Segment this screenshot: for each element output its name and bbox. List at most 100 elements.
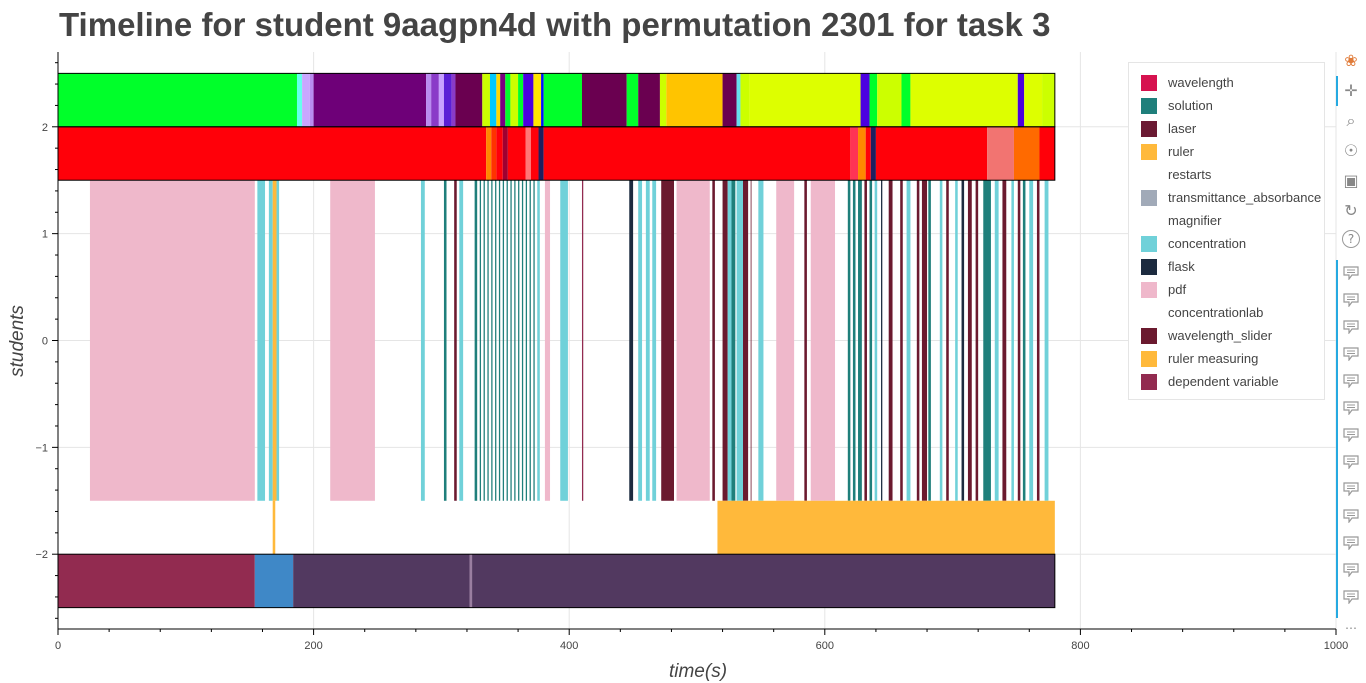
legend-item[interactable]: ruler measuring [1129, 347, 1324, 370]
timeline-segment [510, 180, 512, 501]
legend-item[interactable]: dependent variable [1129, 370, 1324, 393]
timeline-segment [533, 180, 535, 501]
timeline-segment [888, 180, 893, 501]
y-tick-label: −1 [35, 442, 48, 454]
reset-icon[interactable]: ↻ [1344, 201, 1358, 220]
timeline-segment [537, 180, 540, 501]
hover-tool-icon[interactable] [1343, 590, 1359, 605]
timeline-segment [420, 180, 425, 501]
help-icon[interactable]: ? [1342, 230, 1360, 248]
timeline-segment [529, 180, 531, 501]
timeline-segment [987, 126, 1014, 181]
hover-tool-icon[interactable] [1343, 482, 1359, 497]
hover-tool-icon[interactable] [1343, 455, 1359, 470]
timeline-segment [491, 126, 497, 181]
hover-tool-icon[interactable] [1343, 428, 1359, 443]
legend-item[interactable]: transmittance_absorbance [1129, 186, 1324, 209]
timeline-segment [961, 180, 965, 501]
hover-tools-indicator [1336, 260, 1338, 618]
timeline-segment [500, 73, 506, 127]
box-zoom-icon[interactable]: ⌕ [1346, 111, 1356, 130]
timeline-segment [743, 180, 749, 501]
timeline-segment [455, 73, 483, 127]
timeline-segment [638, 73, 660, 127]
timeline-segment [652, 180, 657, 501]
timeline-segment [921, 180, 928, 501]
hover-tool-icon[interactable] [1343, 401, 1359, 416]
legend-item[interactable]: concentration [1129, 232, 1324, 255]
legend-item[interactable]: solution [1129, 94, 1324, 117]
timeline-segment [916, 180, 920, 501]
timeline-segment [293, 554, 470, 608]
active-tool-indicator [1336, 76, 1338, 106]
timeline-segment [666, 73, 723, 127]
timeline-segment [864, 180, 867, 501]
timeline-segment [581, 180, 584, 501]
timeline-segment [804, 180, 807, 501]
timeline-segment [975, 180, 979, 501]
timeline-segment [487, 180, 489, 501]
timeline-segment [736, 73, 741, 127]
toolbar: ❀ ✛ ⌕ ☉ ▣ ↻? … [1336, 48, 1366, 683]
timeline-segment [712, 180, 715, 501]
timeline-segment [543, 73, 582, 127]
x-tick-label: 200 [304, 640, 322, 652]
timeline-segment [994, 180, 999, 501]
wheel-zoom-icon[interactable]: ☉ [1343, 141, 1359, 160]
legend-swatch [1141, 97, 1157, 114]
hover-tool-icon[interactable] [1343, 374, 1359, 389]
hover-tool-icon[interactable] [1343, 320, 1359, 335]
legend-item[interactable]: concentrationlab [1129, 301, 1324, 324]
legend-swatch [1141, 189, 1157, 206]
legend-swatch [1141, 327, 1157, 344]
timeline-segment [722, 73, 737, 127]
bokeh-logo-icon[interactable]: ❀ [1344, 51, 1358, 70]
legend-item[interactable]: laser [1129, 117, 1324, 140]
timeline-segment [881, 180, 883, 501]
timeline-segment [900, 180, 903, 501]
hover-tool-icon[interactable] [1343, 563, 1359, 578]
timeline-segment [89, 180, 255, 501]
timeline-segment [58, 126, 487, 181]
timeline-segment [1022, 180, 1026, 501]
timeline-segment [967, 180, 972, 501]
legend-item[interactable]: restarts [1129, 163, 1324, 186]
timeline-segment [731, 180, 736, 501]
timeline-segment [717, 500, 1055, 555]
legend-item[interactable]: magnifier [1129, 209, 1324, 232]
legend-label: concentration [1168, 236, 1247, 251]
axes: 0 200 400 600 800 1000 −2 −1 0 1 2 [35, 52, 1348, 652]
timeline-segment [309, 73, 314, 127]
timeline-segment [750, 180, 752, 501]
hover-tool-icon[interactable] [1343, 509, 1359, 524]
legend-item[interactable]: flask [1129, 255, 1324, 278]
legend-item[interactable]: wavelength_slider [1129, 324, 1324, 347]
legend-item[interactable]: wavelength [1129, 71, 1324, 94]
timeline-segment [560, 180, 568, 501]
timeline-segment [489, 73, 497, 127]
hover-tool-icon[interactable] [1343, 293, 1359, 308]
legend-item[interactable]: pdf [1129, 278, 1324, 301]
timeline-segment [482, 73, 490, 127]
legend-label: dependent variable [1168, 374, 1279, 389]
hover-tool-icon[interactable] [1343, 266, 1359, 281]
legend-item[interactable]: ruler [1129, 140, 1324, 163]
timeline-segment [983, 180, 991, 501]
timeline-segment [443, 73, 452, 127]
legend-label: ruler measuring [1168, 351, 1259, 366]
timeline-segment [852, 180, 856, 501]
timeline-segment [544, 180, 551, 501]
timeline-segment [495, 180, 497, 501]
hover-tool-icon[interactable] [1343, 347, 1359, 362]
timeline-segment [469, 554, 473, 608]
hover-tool-icon[interactable] [1343, 536, 1359, 551]
save-icon[interactable]: ▣ [1343, 171, 1359, 190]
timeline-segment [530, 126, 539, 181]
more-tools-icon[interactable]: … [1345, 618, 1357, 632]
legend: wavelength solution laser ruler restarts tran… [1128, 62, 1325, 400]
timeline-segment [58, 73, 297, 127]
timeline-segment [431, 73, 439, 127]
legend-label: pdf [1168, 282, 1187, 297]
pan-icon[interactable]: ✛ [1344, 81, 1358, 100]
